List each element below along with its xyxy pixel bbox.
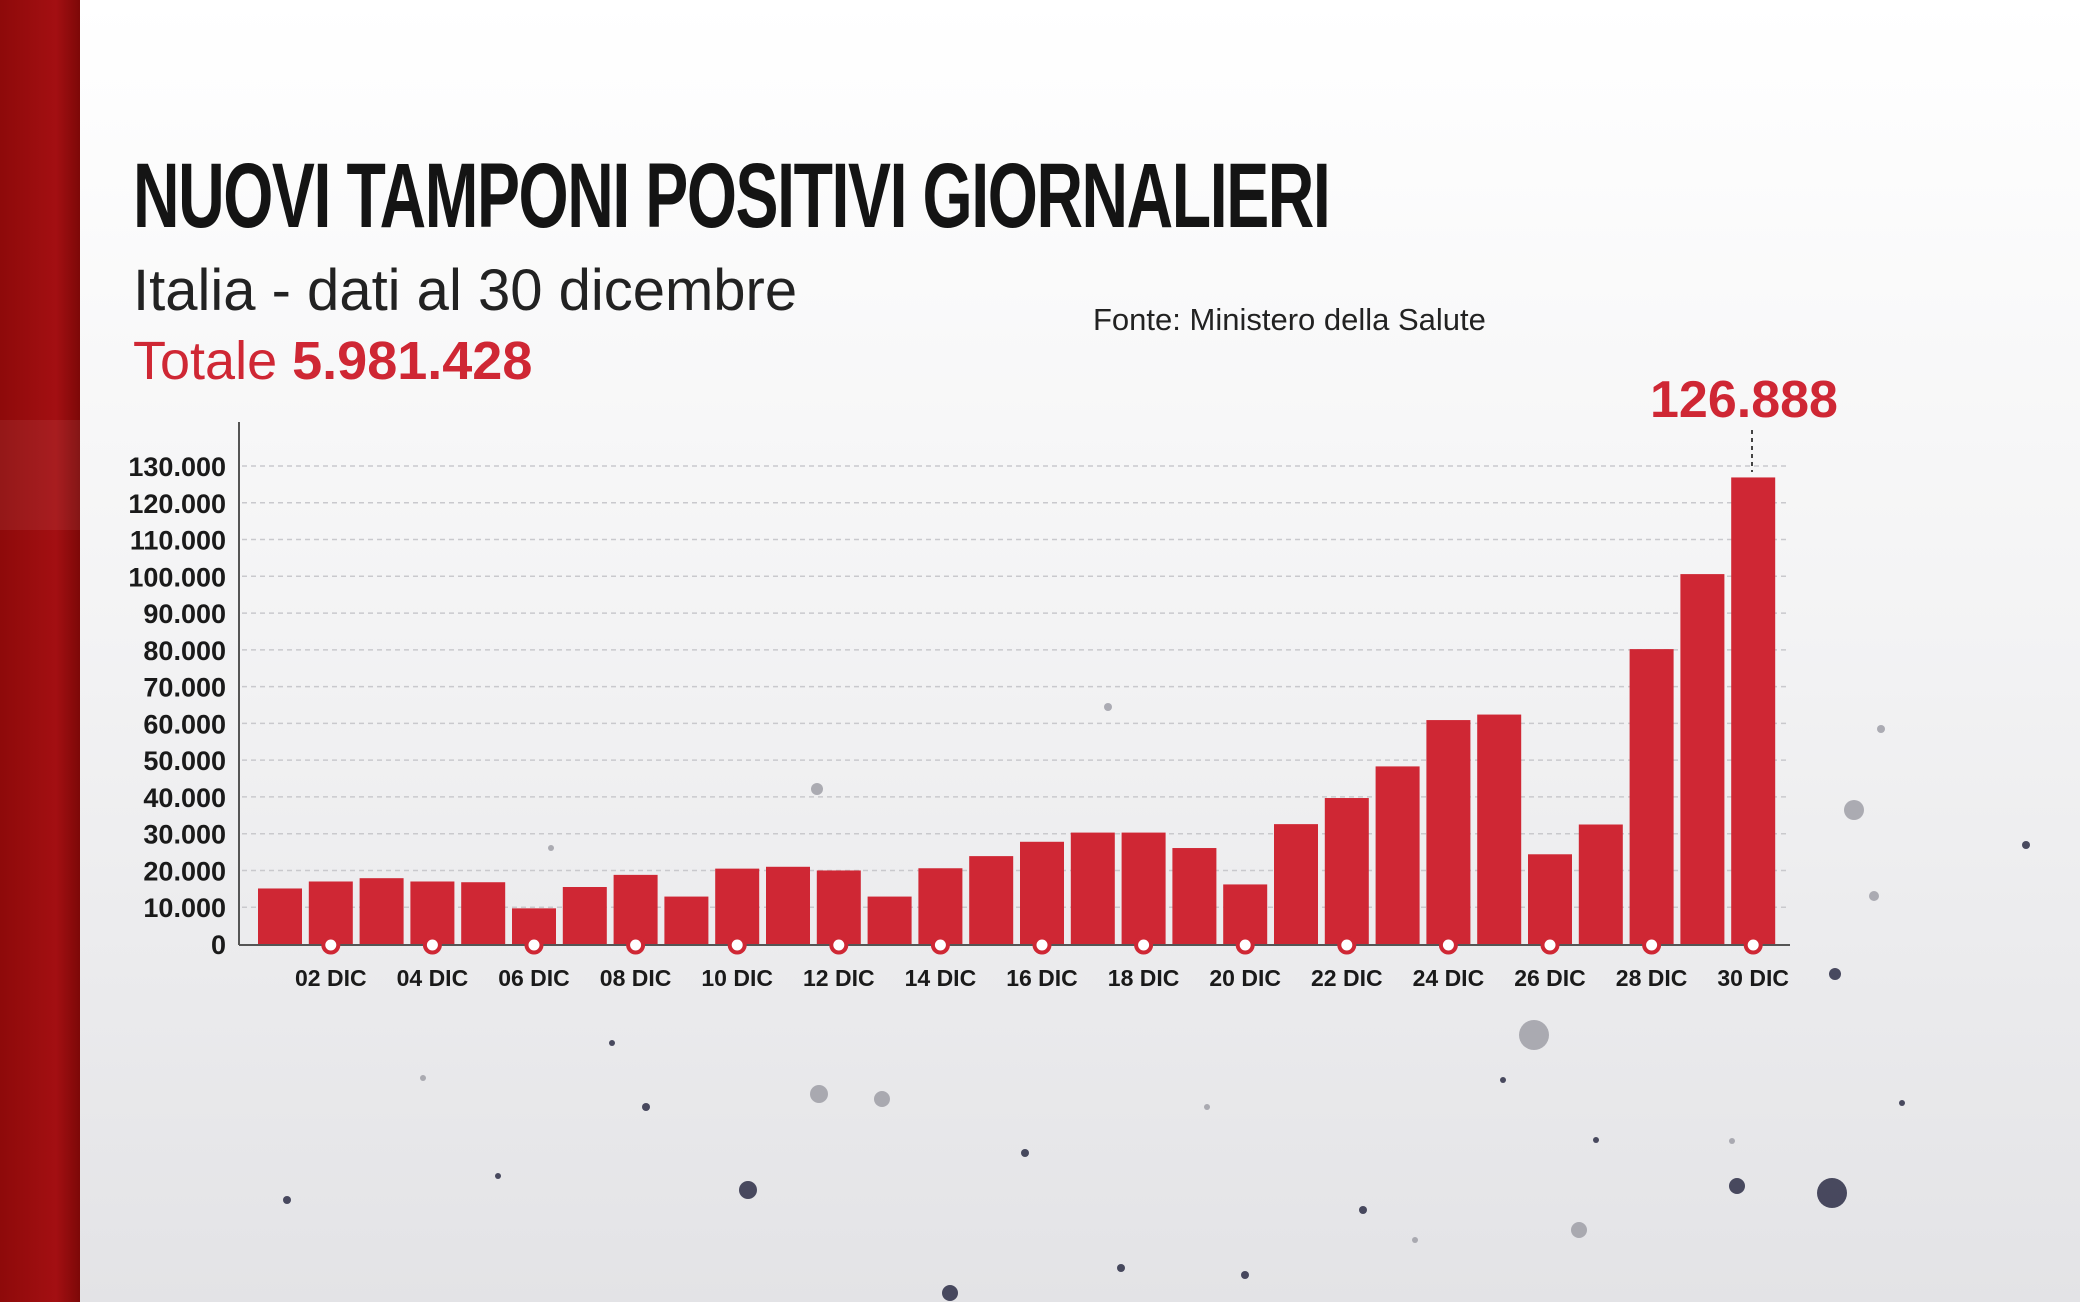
x-tick-label: 10 DIC xyxy=(701,965,773,991)
x-tick-marker xyxy=(1540,935,1560,955)
last-value-annotation: 126.888 xyxy=(1650,371,1838,429)
bar xyxy=(1426,720,1471,944)
bar xyxy=(1731,477,1776,944)
x-tick-label: 16 DIC xyxy=(1006,965,1078,991)
y-tick-label: 50.000 xyxy=(143,746,226,776)
bar xyxy=(969,856,1014,944)
chart-subtitle: Italia - dati al 30 dicembre xyxy=(133,258,798,323)
x-tick-label: 08 DIC xyxy=(600,965,672,991)
bar xyxy=(1528,854,1572,944)
x-tick-label: 30 DIC xyxy=(1717,965,1789,991)
band-highlight xyxy=(0,420,80,530)
bar xyxy=(308,881,353,944)
y-tick-label: 110.000 xyxy=(130,526,226,556)
bars xyxy=(258,477,1776,944)
x-tick-marker xyxy=(1438,935,1458,955)
y-tick-label: 40.000 xyxy=(143,783,226,813)
x-tick-marker xyxy=(422,935,442,955)
x-tick-label: 02 DIC xyxy=(295,965,367,991)
bar xyxy=(1477,714,1522,944)
y-tick-label: 20.000 xyxy=(143,856,226,886)
x-axis-markers xyxy=(321,935,1763,955)
bar xyxy=(1070,832,1115,944)
bar xyxy=(1629,649,1674,944)
x-axis-labels: 02 DIC 04 DIC 06 DIC 08 DIC 10 DIC 12 DIC 14 D… xyxy=(295,965,1789,991)
y-tick-label: 100.000 xyxy=(128,562,226,592)
bar xyxy=(613,874,658,944)
y-tick-label: 120.000 xyxy=(128,489,226,519)
x-tick-label: 04 DIC xyxy=(397,965,469,991)
x-tick-marker xyxy=(1337,935,1357,955)
bar xyxy=(359,878,404,944)
bar xyxy=(1172,848,1217,944)
bar xyxy=(715,868,760,944)
total-value: 5.981.428 xyxy=(292,331,533,391)
x-tick-label: 26 DIC xyxy=(1514,965,1586,991)
total-label: Totale xyxy=(133,331,278,391)
bar xyxy=(1223,884,1268,944)
bar xyxy=(258,888,302,944)
x-tick-marker xyxy=(1032,935,1052,955)
x-tick-marker xyxy=(829,935,849,955)
bar xyxy=(867,896,912,944)
y-tick-label: 70.000 xyxy=(143,673,226,703)
x-tick-marker xyxy=(321,935,341,955)
total-line: Totale 5.981.428 xyxy=(133,334,532,388)
x-tick-marker xyxy=(626,935,646,955)
x-tick-marker xyxy=(930,935,950,955)
x-tick-label: 14 DIC xyxy=(905,965,977,991)
y-axis-ticks: 0 10.000 20.000 30.000 40.000 50.000 60.000 70.… xyxy=(128,452,226,960)
source-note: Fonte: Ministero della Salute xyxy=(1093,302,1486,337)
bar xyxy=(1324,798,1369,944)
bar xyxy=(918,868,963,944)
x-tick-label: 22 DIC xyxy=(1311,965,1383,991)
y-tick-label: 130.000 xyxy=(128,452,226,482)
bar xyxy=(816,870,861,944)
x-tick-marker xyxy=(1743,935,1763,955)
x-tick-label: 28 DIC xyxy=(1616,965,1688,991)
x-tick-label: 06 DIC xyxy=(498,965,570,991)
bar xyxy=(664,896,709,944)
x-tick-label: 18 DIC xyxy=(1108,965,1180,991)
x-tick-marker xyxy=(1134,935,1154,955)
bar xyxy=(1020,841,1064,944)
y-tick-label: 90.000 xyxy=(143,599,226,629)
bar xyxy=(1680,574,1725,944)
x-tick-marker xyxy=(524,935,544,955)
bar xyxy=(1121,832,1166,944)
y-tick-label: 30.000 xyxy=(143,820,226,850)
bar xyxy=(1578,824,1623,944)
left-brand-band xyxy=(0,0,80,1302)
x-tick-marker xyxy=(1642,935,1662,955)
bar xyxy=(766,866,810,944)
y-tick-label: 80.000 xyxy=(143,636,226,666)
bar xyxy=(1274,824,1318,944)
bar xyxy=(410,881,455,944)
y-tick-label: 0 xyxy=(211,930,226,960)
grid-lines xyxy=(242,465,1790,908)
x-tick-marker xyxy=(1235,935,1255,955)
x-tick-label: 20 DIC xyxy=(1209,965,1281,991)
x-tick-label: 24 DIC xyxy=(1413,965,1485,991)
y-tick-label: 60.000 xyxy=(143,709,226,739)
y-tick-label: 10.000 xyxy=(143,893,226,923)
x-tick-label: 12 DIC xyxy=(803,965,875,991)
bar xyxy=(562,887,607,944)
x-tick-marker xyxy=(727,935,747,955)
bar xyxy=(461,882,506,944)
bar xyxy=(1375,766,1420,944)
chart-title: NUOVI TAMPONI POSITIVI GIORNALIERI xyxy=(133,145,1331,247)
